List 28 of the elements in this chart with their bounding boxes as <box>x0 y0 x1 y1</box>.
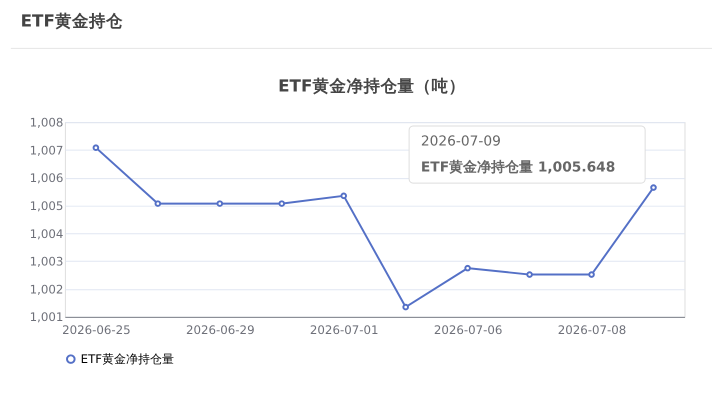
point <box>526 271 533 278</box>
x-tick-label: 2026-07-08 <box>558 323 626 338</box>
y-tick-label: 1,005 <box>30 198 64 213</box>
point <box>154 200 162 207</box>
x-tick-label: 2026-06-29 <box>186 323 255 338</box>
y-tick-label: 1,003 <box>30 254 64 269</box>
text: ETF黄金持仓 <box>20 10 124 31</box>
point <box>650 184 657 191</box>
point <box>216 200 224 207</box>
x-tick-label: 2026-07-01 <box>310 323 378 338</box>
point <box>92 144 100 151</box>
y-tick-label: 1,006 <box>30 171 64 186</box>
point <box>464 264 471 272</box>
point <box>340 192 348 200</box>
annotation: ETF黄金净持仓量 1,005.648 <box>420 159 616 176</box>
point <box>588 271 595 278</box>
y-tick-label: 1,002 <box>30 282 64 296</box>
annotation: 2026-07-09 <box>420 134 501 150</box>
y-tick-label: 1,007 <box>30 143 64 158</box>
x-tick-label: 2026-06-25 <box>62 323 131 338</box>
y-tick-label: 1,001 <box>30 310 64 324</box>
x-tick-label: 2026-07-06 <box>434 323 502 338</box>
legend-label: ETF黄金净持仓量 <box>80 352 174 366</box>
y-tick-label: 1,008 <box>30 116 64 130</box>
chart-title: ETF黄金净持仓量（吨） <box>278 76 466 96</box>
y-tick-label: 1,004 <box>30 226 64 241</box>
point <box>278 200 286 207</box>
point <box>402 304 409 310</box>
